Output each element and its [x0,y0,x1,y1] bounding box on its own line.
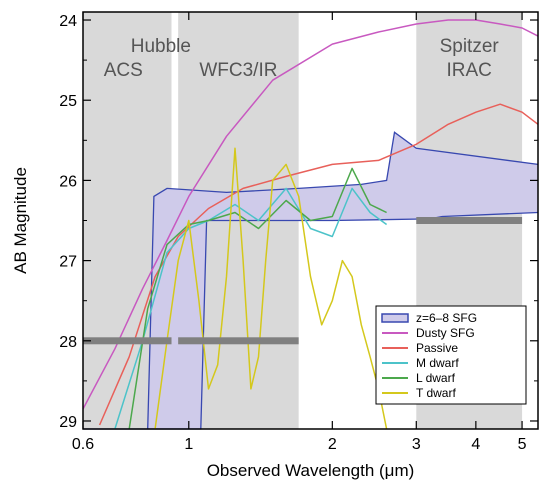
x-tick-label: 4 [471,436,480,453]
band-label: ACS [104,60,143,81]
y-tick-label: 28 [59,334,77,351]
y-tick-label: 29 [59,414,77,431]
x-tick-label: 3 [412,436,421,453]
series-line-l-dwarf [128,167,387,430]
series-line-m-dwarf [114,187,388,430]
series-line-t-dwarf [154,147,388,430]
sfg-fill [83,132,538,430]
legend-label: Passive [416,341,458,355]
y-tick-label: 26 [59,173,77,190]
legend-label: M dwarf [416,356,459,370]
sfg-upper-edge [147,131,539,430]
band-label: Spitzer [440,36,500,57]
y-axis-title: AB Magnitude [11,167,30,274]
band-label-group: Hubble ACS WFC3/IR Spitzer IRAC [104,36,500,81]
y-tick-label: 27 [59,254,77,271]
series-group [82,19,539,430]
legend-label: L dwarf [416,371,456,385]
x-tick-label: 2 [328,436,337,453]
depth-limit-2 [178,337,299,345]
legend-swatch [381,313,409,323]
depth-limit-group [83,217,523,345]
x-tick-label: 0.6 [72,436,94,453]
x-axis-title: Observed Wavelength (μm) [207,461,415,480]
series-line-passive [98,103,539,426]
x-tick-label: 1 [184,436,193,453]
y-tick-label: 24 [59,13,77,30]
x-tick-label: 5 [518,436,527,453]
legend-label: T dwarf [416,386,456,400]
y-tick-label: 25 [59,93,77,110]
band-label: WFC3/IR [199,60,277,81]
tick-group: 0.6 1 2 3 4 5 24 25 26 27 28 29 [59,12,538,453]
band-label: IRAC [446,60,491,81]
legend-label: z=6–8 SFG [416,311,477,325]
depth-limit-3 [416,217,523,224]
band-label: Hubble [131,36,191,57]
depth-limit-1 [83,337,172,345]
series-line-dusty-sfg [82,19,539,410]
legend-label: Dusty SFG [416,326,475,340]
